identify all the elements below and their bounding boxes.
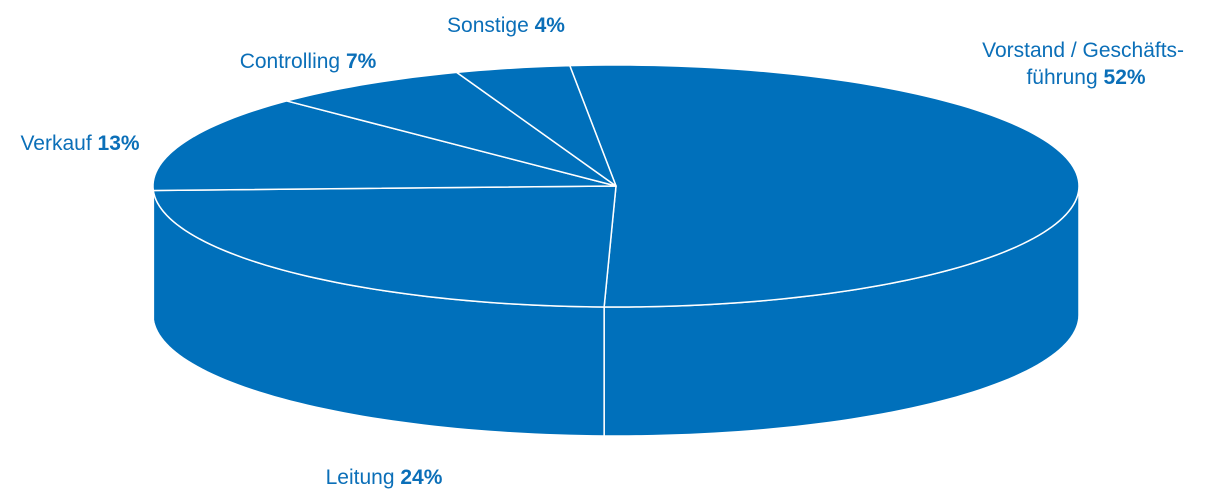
slice-value-verkauf: 13% [98,132,140,155]
slice-leitung [152,185,617,308]
slice-value-leitung: 24% [400,466,442,489]
slice-value-vorstand: 52% [1104,66,1146,89]
slice-label-leitung: Leitung 24% [326,466,443,489]
slice-controlling [285,71,617,187]
slice-value-controlling: 7% [346,50,377,73]
slice-verkauf [152,100,617,192]
slice-sonstige [455,64,617,187]
pie-top-layer [152,64,1080,308]
slice-label-sonstige: Sonstige 4% [447,14,565,37]
slice-label-controlling: Controlling 7% [240,50,377,73]
slice-label-verkauf: Verkauf 13% [20,132,139,155]
slice-value-sonstige: 4% [535,14,566,37]
pie-label-layer: Vorstand / Geschäfts- führung 52% Leitun… [20,14,1190,489]
slice-vorstand [569,64,1080,308]
slice-label-vorstand: Vorstand / Geschäfts- führung 52% [982,39,1190,89]
